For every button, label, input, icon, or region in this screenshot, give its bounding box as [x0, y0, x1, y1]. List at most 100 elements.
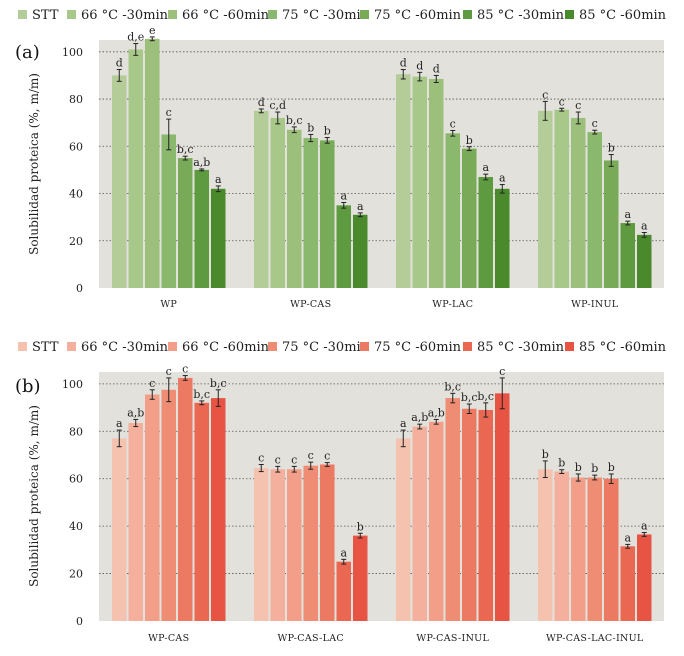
legend-item: 75 °C -60min — [360, 340, 462, 355]
bar — [303, 465, 318, 621]
significance-label: a,b — [411, 411, 428, 424]
y-tick-label: 60 — [69, 473, 83, 486]
significance-label: b — [608, 142, 615, 155]
legend-swatch — [565, 342, 574, 351]
significance-label: c — [308, 449, 314, 462]
significance-label: d — [416, 59, 423, 72]
bar — [412, 426, 427, 621]
legend-item: STT — [18, 8, 59, 23]
bar — [637, 234, 652, 288]
significance-label: d — [258, 96, 265, 109]
legend-item: 85 °C -60min — [565, 340, 667, 355]
legend-item: 85 °C -30min — [463, 8, 565, 23]
legend-label: 75 °C -30min — [282, 8, 370, 23]
legend-label: 75 °C -30min — [282, 340, 370, 355]
bar — [412, 76, 427, 288]
significance-label: b,c — [286, 114, 303, 127]
significance-label: c — [149, 377, 155, 390]
bar — [571, 477, 586, 621]
bar — [396, 74, 411, 288]
bar — [336, 205, 351, 288]
significance-label: a — [357, 200, 364, 213]
legend-label: 85 °C -30min — [477, 340, 565, 355]
legend-item: 75 °C -30min — [268, 8, 370, 23]
bar — [112, 75, 127, 288]
significance-label: b — [591, 462, 598, 475]
bar — [554, 109, 569, 288]
y-tick-label: 100 — [62, 378, 83, 391]
legend-label: 85 °C -60min — [579, 340, 667, 355]
legend-label: 66 °C -60min — [182, 340, 270, 355]
legend-label: 75 °C -60min — [374, 340, 462, 355]
significance-label: d — [433, 62, 440, 75]
legend-item: STT — [18, 340, 59, 355]
significance-label: b — [357, 520, 364, 533]
x-category-label: WP — [160, 299, 177, 310]
significance-label: b — [575, 461, 582, 474]
y-tick-label: 0 — [76, 615, 83, 628]
bar — [145, 394, 160, 621]
bar — [445, 133, 460, 288]
legend-item: 66 °C -30min — [67, 8, 169, 23]
significance-label: c,d — [269, 99, 286, 112]
legend-label: 85 °C -30min — [477, 8, 565, 23]
bar — [538, 469, 553, 621]
bar — [128, 49, 143, 289]
bar — [478, 409, 493, 621]
legend-label: STT — [32, 8, 59, 23]
x-category-label: WP-CAS — [148, 633, 189, 644]
x-category-label: WP-CAS — [290, 299, 331, 310]
legend-label: 85 °C -60min — [579, 8, 667, 23]
significance-label: d — [400, 57, 407, 70]
significance-label: c — [291, 453, 297, 466]
bar — [270, 117, 285, 288]
y-tick-label: 40 — [69, 520, 83, 533]
significance-label: b,c — [461, 391, 478, 404]
bar — [462, 148, 477, 288]
legend-item: 85 °C -60min — [565, 8, 667, 23]
significance-label: a,b — [428, 406, 445, 419]
legend-swatch — [268, 10, 277, 19]
significance-label: c — [166, 365, 172, 378]
bar — [287, 129, 302, 288]
significance-label: a — [641, 520, 648, 533]
significance-label: e — [149, 24, 156, 37]
bar — [604, 160, 619, 288]
significance-label: d,e — [127, 31, 144, 44]
significance-label: c — [575, 99, 581, 112]
significance-label: c — [542, 88, 548, 101]
legend-swatch — [360, 342, 369, 351]
legend-swatch — [463, 10, 472, 19]
plot-area — [99, 372, 664, 621]
legend-swatch — [168, 342, 177, 351]
significance-label: b — [307, 121, 314, 134]
bar — [320, 140, 335, 288]
bar-group: d c,db,c b b aa WP-CAS — [254, 96, 368, 310]
y-tick-label: 80 — [69, 93, 83, 106]
bar — [211, 188, 226, 288]
bar — [287, 469, 302, 621]
bar — [495, 393, 510, 621]
x-category-label: WP-CAS-INUL — [416, 633, 489, 644]
bar — [396, 438, 411, 621]
bar — [571, 117, 586, 288]
significance-label: a — [624, 208, 631, 221]
significance-label: c — [182, 363, 188, 376]
significance-label: b — [608, 461, 615, 474]
y-axis-label: Solubilidad proteica (%, m/m) — [27, 405, 41, 587]
significance-label: a,b — [193, 156, 210, 169]
bar — [336, 561, 351, 621]
y-tick-label: 40 — [69, 188, 83, 201]
significance-label: d — [116, 57, 123, 70]
significance-label: c — [450, 117, 456, 130]
bar — [429, 421, 444, 621]
y-tick-label: 20 — [69, 568, 83, 581]
bar — [254, 110, 269, 288]
significance-label: a — [116, 417, 123, 430]
legend-item: 85 °C -30min — [463, 340, 565, 355]
significance-label: a — [340, 546, 347, 559]
significance-label: a — [624, 531, 631, 544]
